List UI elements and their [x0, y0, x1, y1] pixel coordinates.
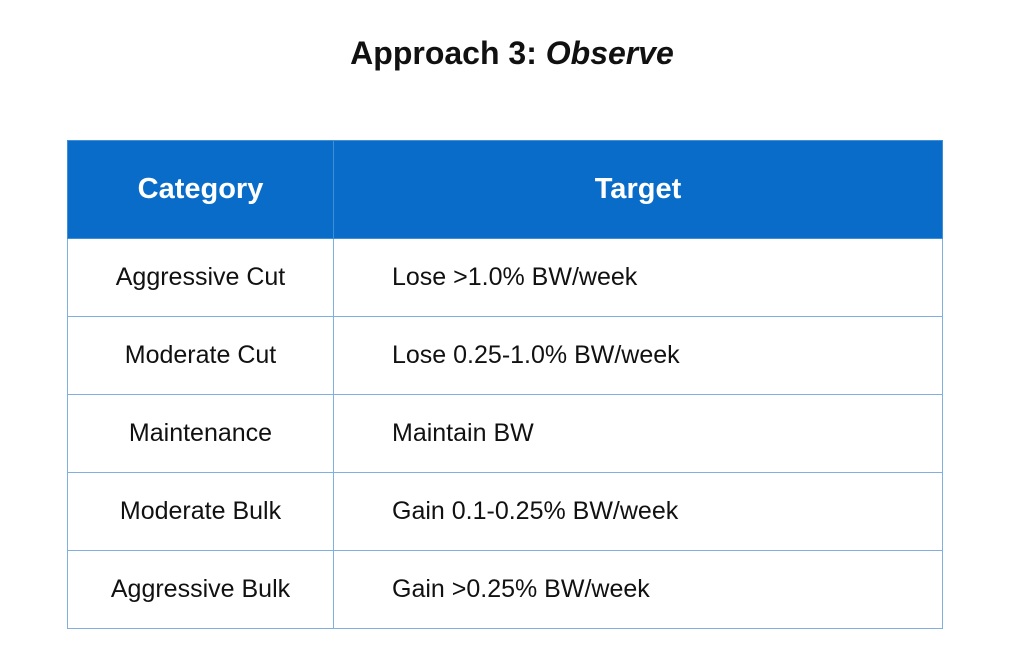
header-row: Category Target [67, 140, 943, 239]
targets-table: Category Target Aggressive Cut Lose >1.0… [67, 140, 943, 629]
table-row: Moderate Cut Lose 0.25-1.0% BW/week [67, 316, 943, 395]
target-cell: Maintain BW [333, 394, 943, 473]
title-prefix: Approach 3: [350, 35, 546, 71]
category-cell: Moderate Bulk [67, 472, 334, 551]
targets-table-container: Category Target Aggressive Cut Lose >1.0… [67, 140, 943, 629]
column-header-target: Target [333, 140, 943, 239]
table-body: Aggressive Cut Lose >1.0% BW/week Modera… [67, 238, 943, 629]
table-row: Aggressive Cut Lose >1.0% BW/week [67, 238, 943, 317]
page-title: Approach 3: Observe [0, 30, 1024, 76]
category-cell: Aggressive Bulk [67, 550, 334, 629]
target-cell: Gain 0.1-0.25% BW/week [333, 472, 943, 551]
table-header: Category Target [67, 140, 943, 239]
category-cell: Maintenance [67, 394, 334, 473]
table-row: Moderate Bulk Gain 0.1-0.25% BW/week [67, 472, 943, 551]
column-header-category: Category [67, 140, 334, 239]
target-cell: Lose 0.25-1.0% BW/week [333, 316, 943, 395]
target-cell: Lose >1.0% BW/week [333, 238, 943, 317]
table-row: Aggressive Bulk Gain >0.25% BW/week [67, 550, 943, 629]
target-cell: Gain >0.25% BW/week [333, 550, 943, 629]
title-emphasis: Observe [545, 35, 674, 71]
category-cell: Aggressive Cut [67, 238, 334, 317]
table-row: Maintenance Maintain BW [67, 394, 943, 473]
category-cell: Moderate Cut [67, 316, 334, 395]
